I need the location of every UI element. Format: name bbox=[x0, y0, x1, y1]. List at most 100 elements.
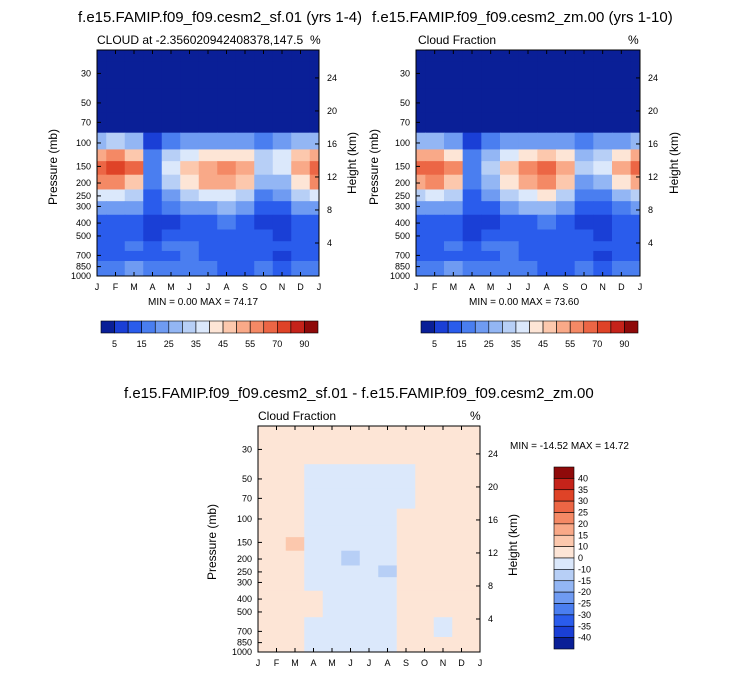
chart-1-cell bbox=[161, 174, 181, 191]
chart-1-cell bbox=[291, 174, 311, 191]
chart-2-cell bbox=[425, 189, 445, 202]
chart-2-cell bbox=[537, 214, 557, 231]
chart-3-cell bbox=[470, 508, 480, 527]
chart-1-variable-label: CLOUD at -2.356020942408378,147.5 bbox=[97, 33, 303, 47]
chart-1-cell bbox=[291, 161, 311, 176]
chart-2-x-tick-label: D bbox=[618, 282, 625, 292]
chart-3-cell bbox=[378, 508, 398, 527]
chart-1-y-tick-label: 150 bbox=[76, 161, 91, 171]
chart-1-cell bbox=[124, 261, 144, 272]
chart-2-cell bbox=[630, 250, 640, 262]
chart-3-cell bbox=[322, 617, 342, 628]
chart-1-x-tick-label: J bbox=[206, 282, 211, 292]
chart-1-cell bbox=[180, 112, 200, 134]
chart-1-cell bbox=[235, 149, 255, 162]
chart-1-cell bbox=[235, 50, 255, 63]
chart-2-y-tick-label: 200 bbox=[395, 178, 410, 188]
chart-2-cell bbox=[630, 149, 640, 162]
chart-1-cell bbox=[291, 50, 311, 63]
chart-3-cell bbox=[452, 508, 472, 527]
chart-1-cell bbox=[254, 174, 274, 191]
chart-3-cell bbox=[378, 488, 398, 510]
chart-1-cell bbox=[235, 241, 255, 252]
chart-1-x-tick-label: J bbox=[95, 282, 100, 292]
chart-3-cell bbox=[415, 590, 435, 607]
chart-3-cell bbox=[267, 488, 287, 510]
chart-1-cell bbox=[124, 88, 144, 114]
chart-1-cell bbox=[254, 61, 274, 89]
chart-3-colorbar-label: 10 bbox=[578, 542, 588, 552]
chart-1-cell bbox=[291, 229, 311, 242]
chart-2-cell bbox=[612, 88, 632, 114]
chart-1-cell bbox=[161, 214, 181, 231]
chart-2-cell bbox=[630, 174, 640, 191]
chart-3-cell bbox=[258, 647, 268, 652]
chart-3-cell bbox=[267, 590, 287, 607]
chart-3-cell bbox=[267, 617, 287, 628]
chart-2-y-tick-label: 400 bbox=[395, 218, 410, 228]
chart-3-cell bbox=[285, 565, 305, 578]
chart-3-cell bbox=[378, 537, 398, 552]
chart-2-cell bbox=[574, 241, 594, 252]
chart-2-cell bbox=[574, 250, 594, 262]
chart-3-cell bbox=[267, 508, 287, 527]
chart-2-cell bbox=[537, 189, 557, 202]
chart-3-cell bbox=[258, 626, 268, 638]
chart-1-x-tick-label: N bbox=[279, 282, 286, 292]
chart-2-colorbar-swatch bbox=[474, 320, 490, 334]
chart-2-cell bbox=[612, 201, 632, 216]
chart-3-cell bbox=[359, 525, 379, 538]
chart-3-cell bbox=[452, 605, 472, 618]
chart-2-y2-axis-label: Height (km) bbox=[667, 132, 681, 194]
chart-3-cell bbox=[359, 550, 379, 567]
chart-2-x-tick-label: J bbox=[507, 282, 512, 292]
chart-1-cell bbox=[217, 174, 237, 191]
chart-1-cell bbox=[161, 241, 181, 252]
chart-1-title: f.e15.FAMIP.f09_f09.cesm2_sf.01 (yrs 1-4… bbox=[78, 9, 362, 26]
chart-2-colorbar-swatch bbox=[434, 320, 449, 334]
chart-3-cell bbox=[359, 508, 379, 527]
chart-1-cell bbox=[254, 261, 274, 272]
chart-2-cell bbox=[612, 241, 632, 252]
chart-1-cell bbox=[254, 132, 274, 151]
chart-1-cell bbox=[180, 261, 200, 272]
chart-3-cell bbox=[258, 590, 268, 607]
chart-2-cell bbox=[481, 50, 501, 63]
chart-3-cell bbox=[415, 577, 435, 592]
chart-2-cell bbox=[612, 250, 632, 262]
chart-2-y-tick-label: 700 bbox=[395, 250, 410, 260]
chart-1-cell bbox=[309, 189, 319, 202]
chart-2-cell bbox=[518, 174, 538, 191]
chart-3-cell bbox=[285, 426, 305, 439]
chart-3-y-tick-label: 400 bbox=[237, 594, 252, 604]
chart-3-colorbar-label: -15 bbox=[578, 576, 591, 586]
chart-3-cell bbox=[433, 626, 453, 638]
chart-2-cell bbox=[518, 132, 538, 151]
chart-2-cell bbox=[481, 174, 501, 191]
chart-3-colorbar-label: -35 bbox=[578, 621, 591, 631]
chart-2-cell bbox=[612, 50, 632, 63]
chart-3-colorbar-swatch bbox=[553, 614, 575, 627]
chart-2-cell bbox=[593, 161, 613, 176]
chart-1-colorbar-swatch bbox=[249, 320, 265, 334]
chart-1-colorbar-label: 35 bbox=[191, 339, 201, 349]
chart-3-cell bbox=[304, 637, 324, 648]
chart-1-cell bbox=[124, 132, 144, 151]
chart-2-cell bbox=[630, 132, 640, 151]
chart-2-cell bbox=[630, 261, 640, 272]
chart-3-colorbar-label: 40 bbox=[578, 473, 588, 483]
chart-3-cell bbox=[341, 488, 361, 510]
chart-2-cell bbox=[537, 161, 557, 176]
chart-2-colorbar-swatch bbox=[447, 320, 462, 334]
chart-2-cell bbox=[500, 174, 520, 191]
chart-3-cell bbox=[304, 464, 324, 490]
chart-1-cell bbox=[291, 201, 311, 216]
chart-2-colorbar-label: 70 bbox=[592, 339, 602, 349]
chart-3-cell bbox=[359, 565, 379, 578]
chart-3-colorbar-swatch bbox=[553, 500, 575, 513]
chart-3-cell bbox=[267, 437, 287, 465]
chart-1-colorbar-swatch bbox=[114, 320, 129, 334]
chart-3-cell bbox=[433, 426, 453, 439]
chart-2-cell bbox=[518, 261, 538, 272]
chart-2-x-tick-label: A bbox=[469, 282, 475, 292]
